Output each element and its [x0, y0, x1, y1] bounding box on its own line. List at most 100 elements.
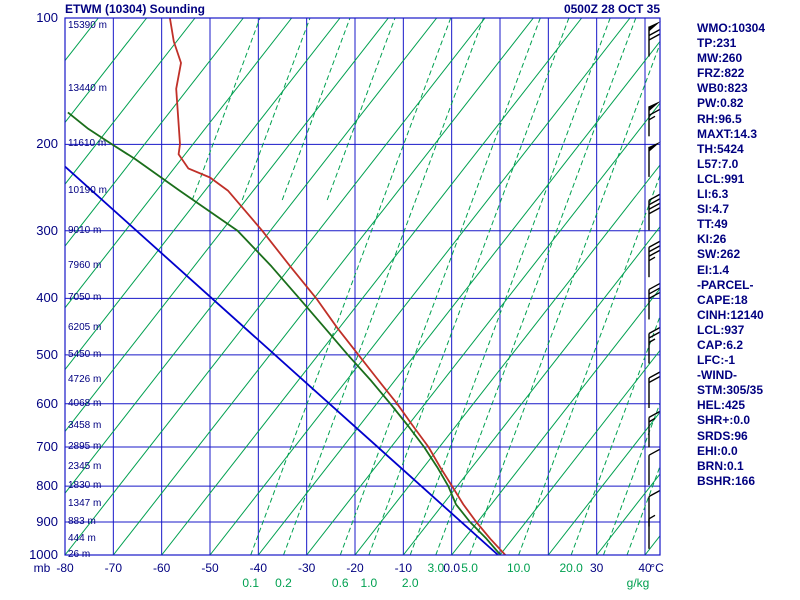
chart-grid [65, 18, 660, 555]
wind-barbs [648, 20, 661, 549]
index-line: CAP:6.2 [697, 337, 744, 352]
chart-title: ETWM (10304) Sounding [65, 2, 206, 16]
index-line: SI:4.7 [697, 202, 730, 217]
height-label: 7960 m [68, 260, 102, 272]
wind-barb-icon [648, 141, 661, 177]
pressure-unit-label: mb [33, 561, 51, 575]
mix-ratio-label: 0.6 [331, 576, 349, 590]
pressure-tick-label: 400 [36, 290, 58, 306]
pressure-tick-label: 900 [36, 513, 58, 529]
index-line: BSHR:166 [697, 473, 756, 488]
mix-ratio-label: 0.1 [242, 576, 260, 590]
mix-ratio-label: 10.0 [506, 561, 531, 575]
height-label: 15390 m [68, 20, 107, 31]
pressure-tick-label: 300 [36, 222, 58, 238]
temp-tick-label: -10 [394, 561, 412, 575]
index-line: LFC:-1 [697, 353, 735, 368]
index-line: LI:6.3 [697, 187, 729, 202]
parcel-trace [65, 165, 499, 555]
temp-tick-label: -30 [297, 561, 316, 575]
height-label: 4726 m [68, 374, 102, 386]
height-label: 11610 m [68, 138, 107, 150]
wind-barb-icon [648, 514, 656, 549]
index-line: CINH:12140 [697, 307, 764, 322]
pressure-tick-label: 100 [36, 10, 58, 25]
index-line: EHI:0.0 [697, 443, 738, 458]
index-line: MW:260 [697, 51, 743, 66]
height-label: 10190 m [68, 184, 107, 196]
height-label: 13440 m [68, 82, 107, 94]
index-line: -PARCEL- [697, 277, 754, 292]
index-line: BRN:0.1 [697, 458, 744, 473]
temp-tick-label: 0.0 [443, 561, 460, 575]
wind-barb-icon [648, 193, 661, 231]
index-line: HEL:425 [697, 398, 746, 413]
temperature-trace [169, 18, 506, 555]
index-line: LCL:937 [697, 322, 745, 337]
mix-ratio-label: 20.0 [559, 561, 583, 575]
temp-tick-label: 30 [589, 561, 604, 575]
wind-barb-icon [648, 240, 661, 278]
temp-tick-label: -60 [152, 561, 171, 575]
temp-tick-label: -80 [56, 561, 74, 575]
height-label: 4068 m [68, 397, 102, 409]
pressure-tick-label: 200 [36, 136, 58, 152]
height-label: 26 m [68, 549, 91, 560]
temp-unit-label: °C [650, 561, 664, 575]
index-line: -WIND- [697, 368, 737, 383]
index-line: RH:96.5 [697, 111, 742, 126]
mix-ratio-label: 3.0 [427, 561, 445, 575]
index-line: WB0:823 [697, 81, 748, 96]
height-label: 9010 m [68, 224, 102, 236]
index-line: SHR+:0.0 [697, 413, 751, 428]
temp-tick-label: -70 [104, 561, 122, 575]
chart-timestamp: 0500Z 28 OCT 35 [563, 2, 660, 16]
index-line: TP:231 [697, 36, 737, 51]
mix-ratio-label: 0.2 [275, 576, 292, 590]
index-line: TT:49 [697, 217, 728, 232]
index-line: PW:0.82 [697, 96, 744, 111]
index-line: EI:1.4 [697, 262, 730, 277]
index-line: FRZ:822 [697, 66, 745, 81]
mix-ratio-label: 5.0 [461, 561, 478, 575]
index-line: SRDS:96 [697, 428, 748, 443]
wind-barb-icon [648, 282, 661, 320]
index-line: WMO:10304 [697, 21, 766, 35]
pressure-tick-label: 800 [36, 478, 58, 494]
mix-unit-label: g/kg [626, 576, 650, 590]
wind-barb-icon [648, 489, 661, 527]
wind-barb-icon [648, 371, 661, 408]
wind-barb-icon [648, 410, 661, 448]
wind-barb-icon [648, 100, 661, 137]
indices-panel: WMO:10304 TP:231 MW:260 FRZ:822 WB0:823 PW:0.… [697, 21, 765, 489]
dewpoint-trace [67, 111, 502, 555]
index-line: L57:7.0 [697, 156, 739, 171]
height-label: 883 m [68, 515, 96, 527]
index-line: CAPE:18 [697, 292, 748, 307]
index-line: KI:26 [697, 232, 727, 247]
temp-tick-label: -20 [346, 561, 364, 575]
pressure-tick-label: 500 [36, 346, 58, 362]
pressure-tick-label: 700 [36, 439, 58, 455]
index-line: TH:5424 [697, 141, 744, 156]
height-label: 1347 m [68, 498, 102, 510]
temp-tick-label: -50 [201, 561, 219, 575]
index-line: LCL:991 [697, 171, 745, 186]
height-label: 1830 m [68, 480, 102, 492]
chart-border [64, 17, 661, 556]
sounding-traces [65, 18, 506, 555]
mix-ratio-label: 2.0 [401, 576, 419, 590]
wind-barb-icon [648, 326, 661, 364]
mix-ratio-label: 1.0 [360, 576, 378, 590]
index-line: MAXT:14.3 [697, 126, 758, 141]
index-line: SW:262 [697, 247, 741, 262]
pressure-tick-label: 600 [36, 395, 58, 411]
height-label: 2345 m [68, 461, 102, 473]
temp-tick-label: 40 [638, 561, 652, 575]
wind-barb-icon [648, 448, 661, 486]
wind-barb-icon [648, 20, 661, 57]
height-label: 5450 m [68, 348, 102, 360]
height-label: 6205 m [68, 321, 102, 333]
